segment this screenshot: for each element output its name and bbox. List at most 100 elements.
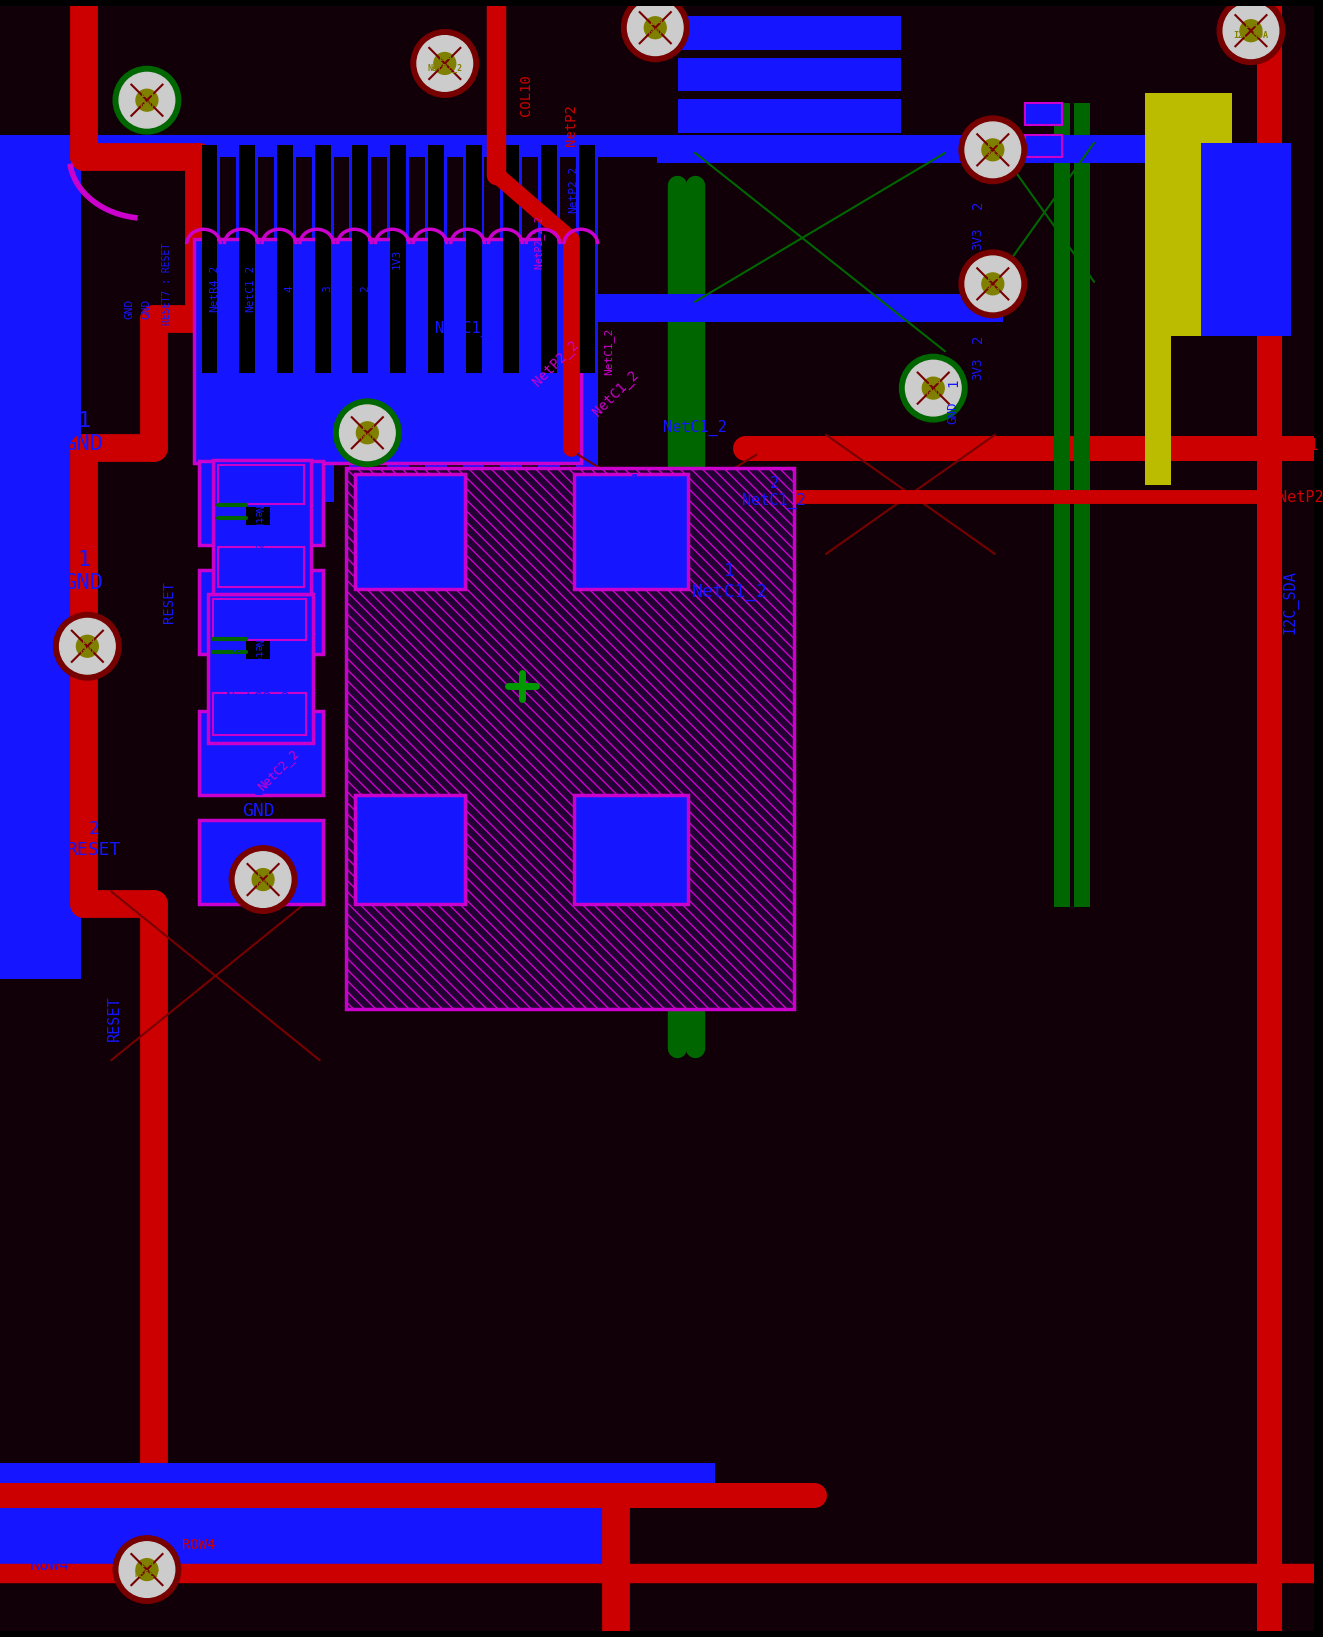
Bar — [274, 134, 296, 503]
Circle shape — [627, 0, 683, 56]
Bar — [0, 1463, 714, 1503]
Bar — [0, 134, 82, 979]
Bar — [574, 796, 688, 904]
Circle shape — [622, 0, 689, 62]
Text: 1-4
3V3: 1-4 3V3 — [986, 141, 1000, 159]
Bar — [213, 460, 311, 594]
Text: COL1: COL1 — [1282, 439, 1319, 453]
Circle shape — [1224, 3, 1279, 59]
Text: 2: 2 — [971, 200, 984, 208]
Bar — [213, 599, 306, 640]
Bar — [349, 134, 372, 503]
Circle shape — [905, 360, 960, 416]
Bar — [541, 144, 557, 373]
Bar — [315, 144, 331, 373]
Text: 2
NetC1_2: 2 NetC1_2 — [742, 476, 806, 509]
Text: 10 : ROW1  ROW1: 10 : ROW1 ROW1 — [25, 219, 34, 308]
Circle shape — [982, 139, 1004, 160]
Bar — [0, 1513, 258, 1552]
Bar — [352, 144, 368, 373]
Bar — [193, 239, 581, 463]
Text: NetC2_2: NetC2_2 — [384, 837, 437, 850]
Text: NetC1_2: NetC1_2 — [663, 419, 726, 435]
Text: 1
GND: 1 GND — [65, 411, 105, 455]
Bar — [466, 144, 482, 373]
Text: 1V3: 1V3 — [392, 249, 402, 268]
Text: 2
NetC2_2: 2 NetC2_2 — [226, 674, 290, 707]
Circle shape — [77, 635, 98, 656]
Circle shape — [964, 255, 1020, 311]
Circle shape — [964, 123, 1020, 178]
Bar — [1024, 134, 1062, 157]
Bar — [1074, 103, 1090, 907]
Text: 3V3: 3V3 — [971, 357, 984, 380]
Text: NetP2_2: NetP2_2 — [531, 337, 582, 390]
Bar — [239, 144, 255, 373]
Text: 2
RESET: 2 RESET — [67, 820, 122, 859]
Text: 48 : 3V3  3V3: 48 : 3V3 3V3 — [720, 103, 849, 121]
Bar — [503, 144, 519, 373]
Circle shape — [411, 29, 479, 97]
Text: COL10: COL10 — [519, 74, 533, 116]
Text: GND: GND — [124, 298, 134, 319]
Bar — [1201, 142, 1291, 337]
Bar — [1054, 103, 1070, 907]
Text: 1-4
I2C_SDA: 1-4 I2C_SDA — [1233, 21, 1269, 41]
Text: 1-4
RESET: 1-4 RESET — [135, 1560, 160, 1580]
Text: 46 : COL10: 46 : COL10 — [734, 23, 835, 41]
Bar — [198, 570, 323, 655]
Bar — [201, 144, 217, 373]
Circle shape — [922, 377, 945, 399]
Bar — [538, 134, 560, 503]
Bar — [277, 144, 292, 373]
Text: 2: 2 — [360, 285, 370, 291]
Text: 3: 3 — [386, 812, 398, 832]
Text: 1: 1 — [946, 378, 960, 388]
Text: NetC2_2: NetC2_2 — [253, 640, 263, 683]
Bar — [427, 144, 443, 373]
Text: GND: GND — [142, 298, 152, 319]
Bar — [679, 16, 901, 49]
Text: NetP2: NetP2 — [1278, 489, 1323, 504]
Text: 2: 2 — [259, 473, 267, 488]
Circle shape — [356, 422, 378, 444]
Circle shape — [434, 52, 455, 74]
Text: NetC1_2: NetC1_2 — [590, 367, 642, 419]
Bar — [213, 692, 306, 735]
Bar — [237, 134, 258, 503]
Text: 4: 4 — [284, 285, 295, 291]
Text: NetP2_2 2: NetP2_2 2 — [533, 216, 545, 268]
Text: 1
GND: 1 GND — [619, 473, 652, 512]
Circle shape — [959, 250, 1027, 318]
Text: NetR4_2: NetR4_2 — [253, 506, 263, 548]
Circle shape — [119, 1542, 175, 1598]
Circle shape — [60, 619, 115, 674]
Text: NetC1_2: NetC1_2 — [597, 512, 650, 525]
Bar — [312, 134, 333, 503]
Text: 1-4
GND: 1-4 GND — [648, 18, 663, 38]
Bar — [679, 57, 901, 92]
Circle shape — [644, 16, 667, 39]
Circle shape — [982, 273, 1004, 295]
Text: 1-4
GND: 1-4 GND — [79, 637, 95, 656]
Circle shape — [333, 399, 401, 467]
Bar — [1144, 93, 1171, 486]
Bar — [356, 475, 464, 589]
Bar — [198, 710, 323, 796]
Bar — [345, 468, 794, 1008]
Text: 2: 2 — [971, 334, 984, 342]
Bar — [0, 1485, 615, 1565]
Text: NetC1_2: NetC1_2 — [245, 265, 255, 313]
Bar — [574, 475, 688, 589]
Circle shape — [1217, 0, 1285, 64]
Text: NetP2: NetP2 — [564, 105, 578, 146]
Bar — [425, 134, 447, 503]
Text: 1
GND: 1 GND — [242, 781, 274, 820]
Circle shape — [119, 72, 175, 128]
Text: 3V3: 3V3 — [706, 295, 742, 313]
Text: NetC1_2: NetC1_2 — [435, 321, 499, 337]
Text: 1
GND: 1 GND — [65, 550, 105, 593]
Circle shape — [114, 67, 181, 134]
Text: NetC1_2: NetC1_2 — [603, 327, 614, 375]
Text: 1-4
GND: 1-4 GND — [360, 422, 374, 442]
